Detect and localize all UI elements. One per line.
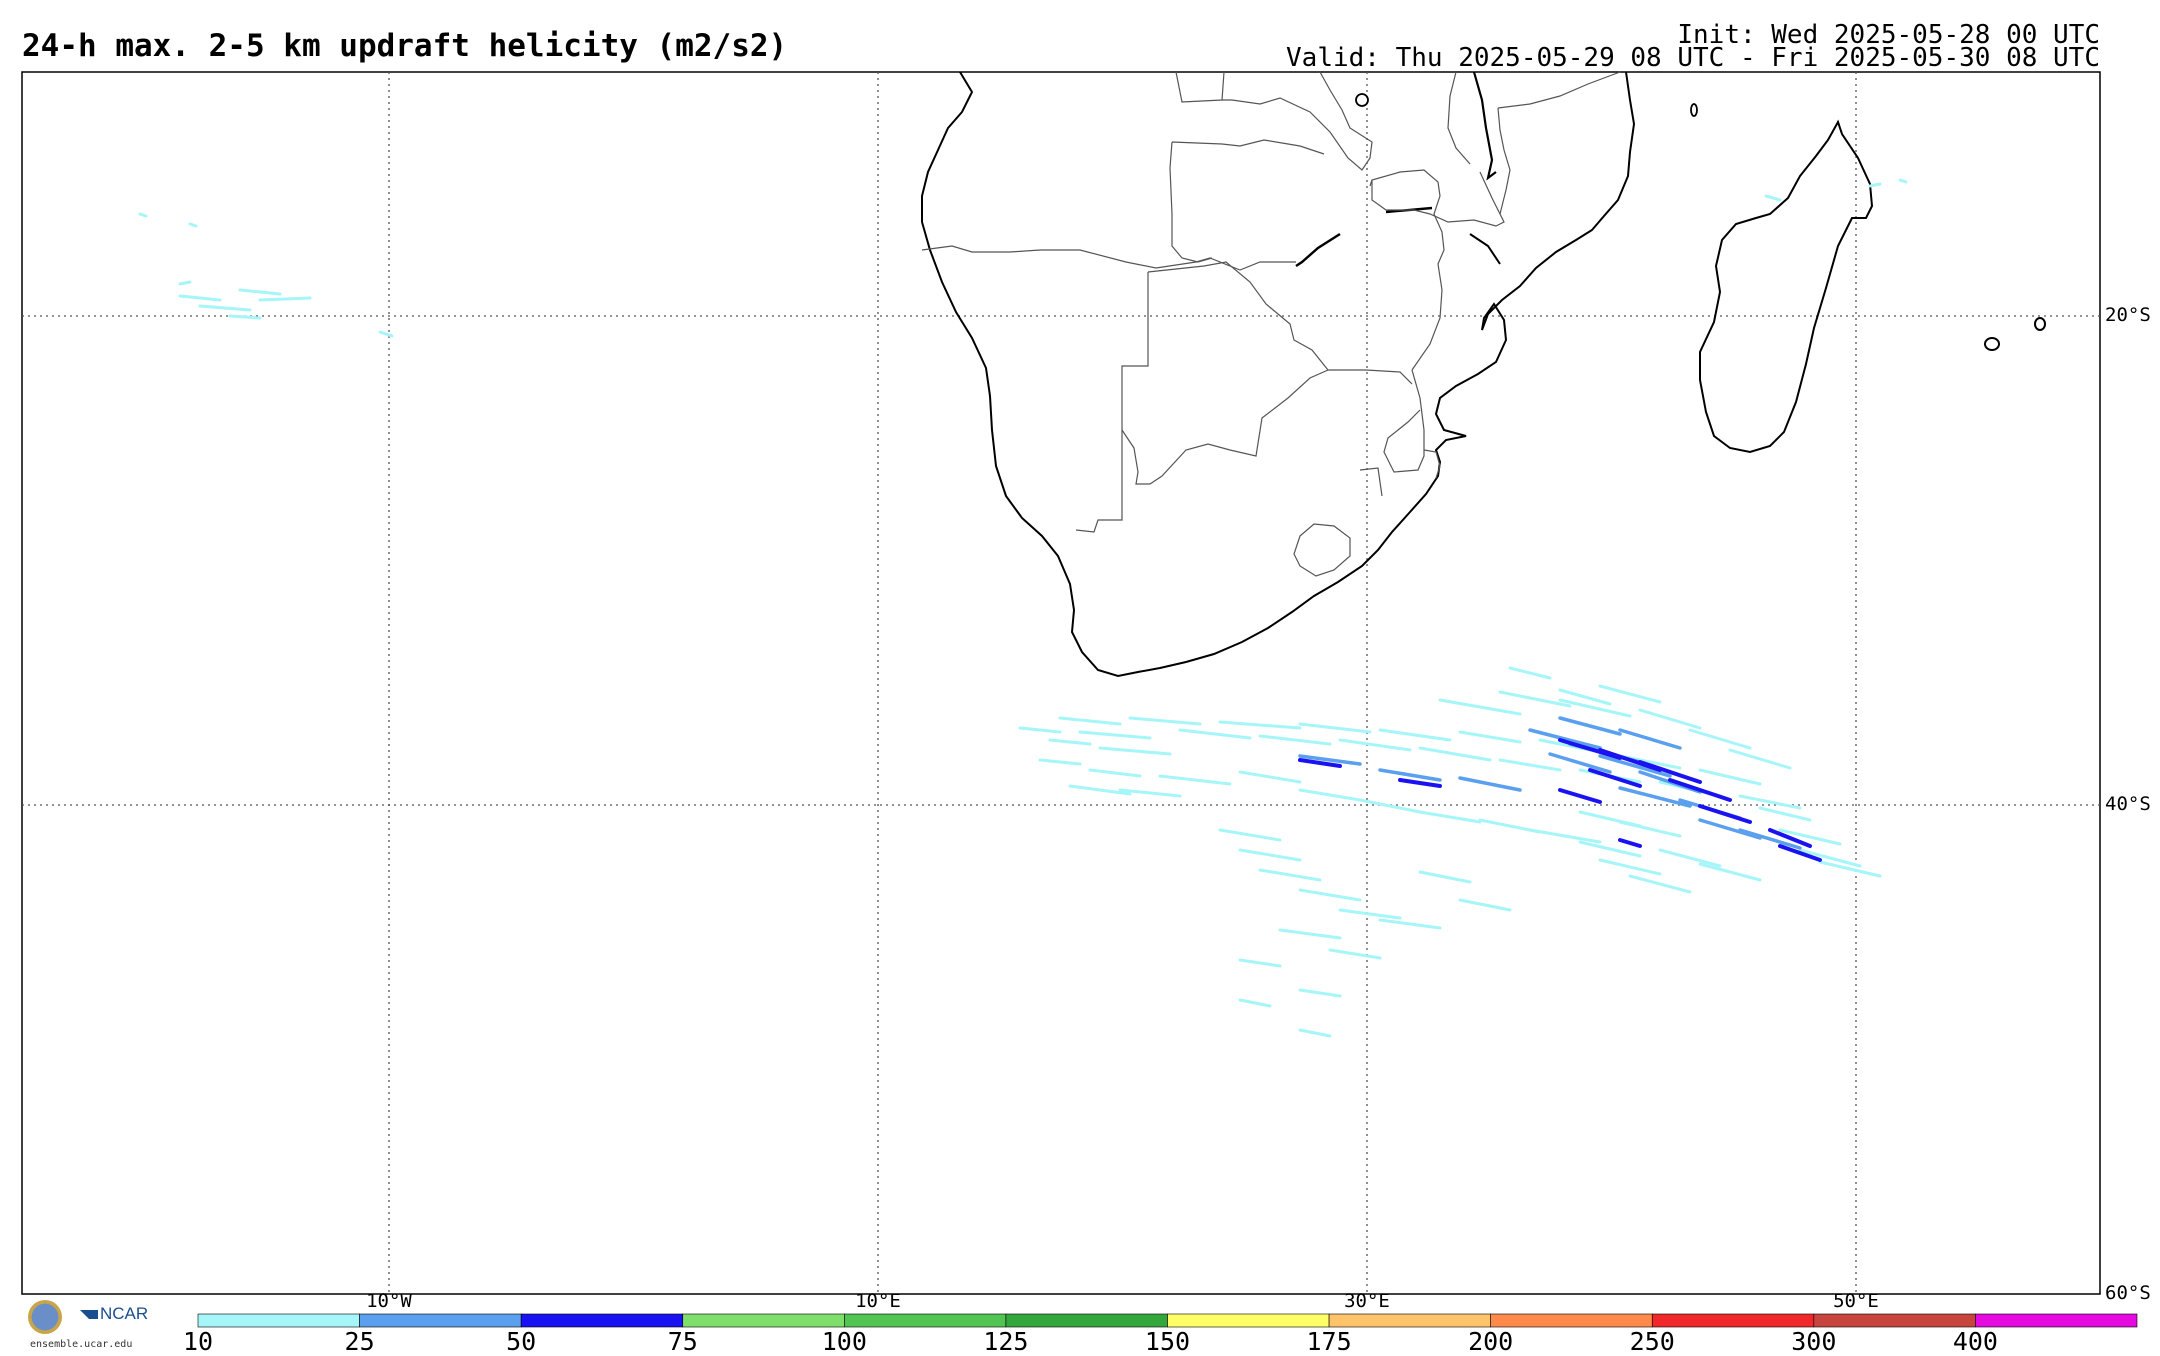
colorbar-tick-label: 100 xyxy=(821,1327,867,1356)
lat-label-40s: 40°S xyxy=(2105,793,2151,815)
lat-label-20s: 20°S xyxy=(2105,304,2151,326)
island-mauritius xyxy=(2034,317,2046,331)
colorbar-swatch xyxy=(1490,1313,1653,1328)
valid-time: Valid: Thu 2025-05-29 08 UTC - Fri 2025-… xyxy=(1286,43,2100,73)
lat-label-60s: 60°S xyxy=(2105,1282,2151,1304)
colorbar-tick-label: 250 xyxy=(1629,1327,1675,1356)
colorbar-swatch xyxy=(197,1313,360,1328)
colorbar-tick-label: 300 xyxy=(1791,1327,1837,1356)
lon-label-50e: 50°E xyxy=(1833,1290,1879,1312)
island-reunion xyxy=(1984,337,2000,351)
madagascar xyxy=(1699,119,1874,454)
lon-label-10w: 10°W xyxy=(366,1290,412,1312)
lake-malawi xyxy=(1472,71,1497,181)
swath-light xyxy=(138,178,1908,1038)
init-time: Init: Wed 2025-05-28 00 UTC xyxy=(1677,20,2100,50)
swath-medium xyxy=(1298,716,1802,850)
africa-coastline xyxy=(921,71,1636,678)
gridlines xyxy=(22,72,2100,1294)
colorbar-swatch xyxy=(359,1313,522,1328)
nsf-logo-icon xyxy=(28,1300,62,1334)
colorbar-swatch xyxy=(844,1313,1007,1328)
colorbar-tick-label: 10 xyxy=(182,1327,214,1356)
colorbar-swatch xyxy=(1167,1313,1330,1328)
lon-label-10e: 10°E xyxy=(855,1290,901,1312)
map-frame xyxy=(21,71,2101,1295)
logo-area: NCAR ensemble.ucar.edu xyxy=(22,1298,172,1354)
swath-strong xyxy=(1298,738,1822,862)
colorbar-tick-label: 50 xyxy=(506,1327,537,1356)
colorbar-swatch xyxy=(1651,1313,1815,1328)
colorbar-swatch xyxy=(682,1313,845,1328)
footer-url: ensemble.ucar.edu xyxy=(30,1339,133,1350)
colorbar-swatch xyxy=(520,1313,684,1328)
zambezi-delta xyxy=(1469,233,1501,265)
colorbar-tick-label: 400 xyxy=(1952,1327,1998,1356)
colorbar-swatch xyxy=(1813,1313,1976,1328)
colorbar-swatch xyxy=(1975,1313,2138,1328)
colorbar-tick-label: 175 xyxy=(1306,1327,1352,1356)
colorbar-tick-label: 25 xyxy=(344,1327,375,1356)
island-comoros xyxy=(1690,103,1698,117)
map-title: 24-h max. 2-5 km updraft helicity (m2/s2… xyxy=(22,28,788,64)
country-borders xyxy=(921,71,1621,577)
ncar-logo-icon: NCAR xyxy=(80,1304,148,1324)
colorbar-swatch xyxy=(1005,1313,1168,1328)
colorbar-tick-label: 150 xyxy=(1144,1327,1191,1356)
lake-victoria-fragment xyxy=(1355,93,1369,107)
colorbar-tick-label: 125 xyxy=(983,1327,1029,1356)
colorbar-swatch xyxy=(1328,1313,1491,1328)
colorbar-tick-label: 75 xyxy=(667,1327,698,1356)
colorbar-tick-label: 200 xyxy=(1468,1327,1514,1356)
updraft-helicity-swaths xyxy=(138,178,1908,1038)
colorbar xyxy=(197,1313,2138,1328)
lon-label-30e: 30°E xyxy=(1344,1290,1390,1312)
ncar-logo-text: NCAR xyxy=(100,1304,149,1323)
lake-kariba xyxy=(1295,232,1341,267)
